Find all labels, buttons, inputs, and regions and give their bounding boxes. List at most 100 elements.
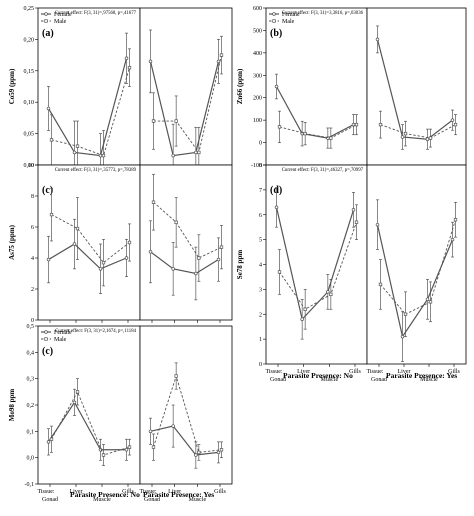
data-point-female — [148, 429, 153, 434]
y-tick-label: 8 — [31, 194, 34, 200]
current-effect-label: Current effect: F(3, 31)=,46327, p=,7099… — [282, 168, 364, 173]
chart-panel: 0,00 0,05 0,10 0,15 0,20 0,25 Co59 (ppm) (a) Cur… — [8, 6, 233, 188]
data-point-male — [453, 122, 458, 127]
legend-label-male: Male — [54, 19, 67, 25]
data-point-female — [72, 400, 77, 405]
data-point-female — [72, 150, 77, 155]
y-tick-label: 0,4 — [27, 350, 35, 356]
x-tissue-label: Tissue: — [37, 489, 54, 495]
y-tick-label: 500 — [253, 28, 262, 34]
y-axis-label: Se78 ppm — [236, 250, 244, 280]
y-tick-label: -100 — [251, 163, 262, 169]
y-axis-label: As75 (ppm) — [8, 224, 16, 259]
series-line-female — [275, 86, 354, 139]
chart-panel: 0 2 4 6 8 10 As75 (ppm) (c) Current effect: F(3,… — [8, 163, 233, 324]
y-tick-label: 0 — [259, 362, 262, 368]
panel-frame-no — [265, 164, 368, 365]
chart-panel: -100 0 100 200 300 400 500 600 Zn66 (ppm) (b) Curr… — [236, 6, 467, 169]
data-point-male — [219, 448, 224, 452]
data-point-male — [75, 390, 80, 394]
data-point-male — [49, 138, 54, 142]
data-point-female — [194, 150, 198, 155]
data-point-female — [375, 222, 380, 227]
panel-frame-no — [37, 164, 141, 321]
data-point-male — [197, 256, 201, 260]
data-point-female — [46, 440, 51, 444]
data-point-female — [171, 267, 175, 271]
data-point-female — [216, 450, 221, 455]
y-tick-label: 600 — [253, 6, 262, 12]
panel-frame-yes — [139, 164, 233, 321]
data-point-male — [127, 240, 132, 245]
y-tick-label: 100 — [253, 118, 262, 124]
y-tick-label: 6 — [31, 225, 34, 231]
data-point-female — [46, 106, 51, 111]
data-point-female — [148, 59, 153, 64]
data-point-female — [400, 334, 405, 339]
data-point-male — [403, 131, 408, 136]
data-point-male — [101, 261, 106, 265]
x-tissue-label: Tissue: — [366, 369, 383, 375]
legend-marker-male — [44, 337, 48, 341]
data-point-female — [425, 137, 430, 141]
data-point-male — [151, 200, 156, 204]
y-axis-label: Co59 (ppm) — [8, 68, 16, 104]
data-point-male — [101, 453, 106, 457]
y-tick-label: 4 — [259, 263, 262, 269]
current-effect-label: Current effect: F(3, 31)=,35773, p=,7838… — [55, 168, 137, 173]
current-effect-label: Current effect: F(3, 31)=,97568, p=,4167… — [55, 11, 137, 16]
y-tick-label: 10 — [28, 163, 34, 169]
data-point-male — [174, 374, 178, 378]
y-tick-label: 0 — [31, 318, 34, 324]
legend-label-female: Female — [54, 12, 72, 18]
y-tick-label: 0,0 — [27, 456, 35, 462]
legend-marker-female — [272, 12, 276, 16]
data-point-female — [124, 448, 129, 452]
data-point-male — [303, 307, 307, 311]
series-line-female — [275, 207, 355, 321]
y-axis-label: Zn66 (ppm) — [236, 68, 244, 104]
x-category-label: Liver — [70, 489, 83, 495]
data-point-female — [216, 257, 221, 262]
y-tick-label: 1 — [259, 337, 262, 343]
data-point-female — [450, 118, 455, 122]
data-point-male — [75, 144, 80, 148]
series-line-female — [150, 425, 219, 456]
series-line-male — [279, 124, 357, 139]
y-tick-label: 4 — [31, 256, 34, 262]
y-tick-label: 300 — [253, 73, 262, 79]
y-tick-label: 0,5 — [27, 324, 35, 330]
x-title-left-yes: Parasite Presence: Yes — [143, 490, 214, 499]
panel-frame-no — [37, 325, 141, 485]
data-point-female — [124, 256, 129, 260]
data-point-female — [400, 135, 405, 139]
data-point-male — [127, 445, 132, 449]
data-point-male — [49, 212, 54, 217]
series-line-female — [48, 243, 127, 270]
y-tick-label: 0,2 — [27, 403, 35, 409]
y-tick-label: 0,10 — [24, 100, 35, 106]
panel-frame-yes — [366, 164, 467, 365]
panel-letter: (d) — [270, 185, 282, 196]
series-line-male — [380, 124, 456, 139]
data-point-male — [378, 122, 383, 127]
data-point-female — [425, 297, 430, 302]
data-point-female — [216, 59, 221, 64]
x-category-label: Gonad — [270, 377, 286, 383]
data-point-male — [127, 66, 132, 70]
bottom-labels-right: Parasite Presence: No Parasite Presence:… — [283, 371, 457, 380]
y-tick-label: 0,00 — [24, 163, 35, 169]
legend-marker-female — [44, 330, 48, 334]
data-point-male — [197, 150, 201, 155]
y-tick-label: 400 — [253, 51, 262, 57]
legend-marker-male — [272, 19, 276, 23]
y-tick-label: 200 — [253, 96, 262, 102]
x-category-label: Gonad — [371, 377, 387, 383]
x-tissue-label: Tissue: — [265, 369, 282, 375]
data-point-male — [151, 119, 156, 123]
data-point-male — [101, 153, 106, 158]
data-point-female — [326, 290, 330, 294]
